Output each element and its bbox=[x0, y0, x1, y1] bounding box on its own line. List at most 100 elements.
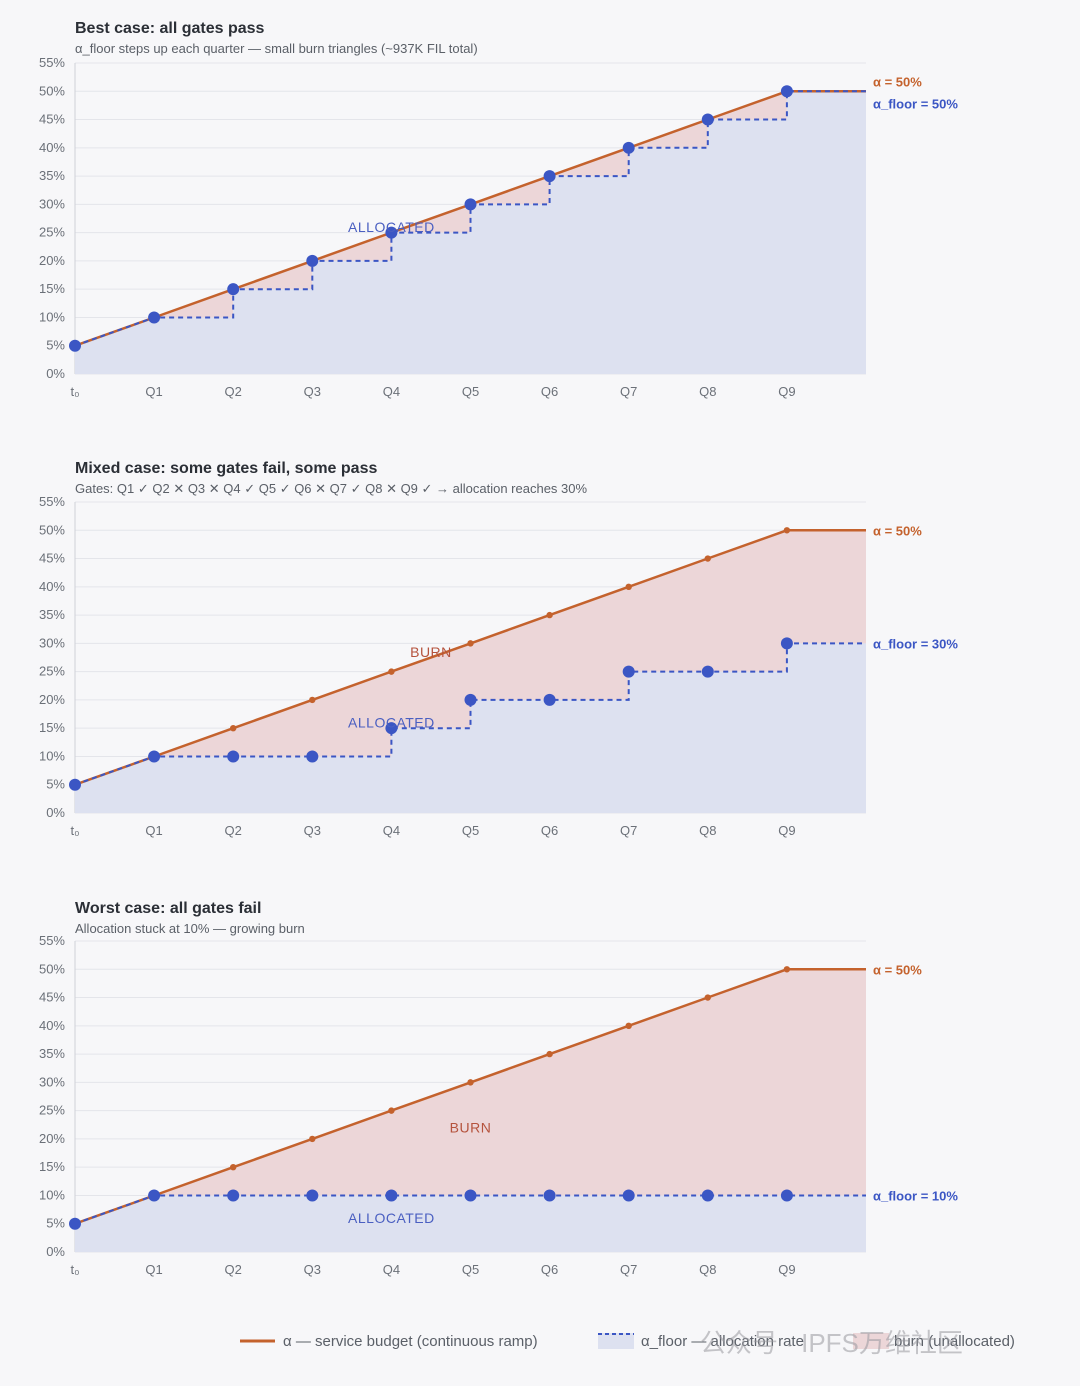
alpha-point bbox=[783, 527, 791, 534]
floor-point bbox=[385, 722, 398, 735]
x-tick-label: Q3 bbox=[304, 823, 321, 838]
y-tick-label: 20% bbox=[39, 1131, 65, 1146]
floor-point bbox=[385, 1189, 398, 1202]
alpha-end-label: α = 50% bbox=[873, 74, 922, 89]
legend-floor-fill-swatch bbox=[598, 1333, 634, 1349]
y-tick-label: 20% bbox=[39, 692, 65, 707]
alpha-end-label: α = 50% bbox=[873, 523, 922, 538]
burn-label: BURN bbox=[410, 644, 452, 660]
x-tick-label: Q1 bbox=[145, 823, 162, 838]
burn-area bbox=[75, 969, 866, 1224]
alpha-point bbox=[309, 696, 316, 704]
y-tick-label: 5% bbox=[46, 777, 65, 792]
floor-point bbox=[622, 1189, 635, 1202]
y-tick-label: 25% bbox=[39, 1103, 65, 1118]
chart-panel-1: Best case: all gates pass α_floor steps u… bbox=[39, 20, 958, 399]
chart-subtitle: Gates: Q1 ✓ Q2 ✕ Q3 ✕ Q4 ✓ Q5 ✓ Q6 ✕ Q7 … bbox=[75, 481, 588, 496]
chart-title: Mixed case: some gates fail, some pass bbox=[75, 460, 377, 477]
y-tick-label: 25% bbox=[39, 225, 65, 240]
y-tick-label: 10% bbox=[39, 1187, 65, 1202]
floor-point bbox=[306, 1189, 319, 1202]
burn-label: BURN bbox=[450, 1120, 492, 1136]
x-tick-label: Q4 bbox=[383, 823, 400, 838]
y-tick-label: 50% bbox=[39, 83, 65, 98]
alpha-point bbox=[546, 611, 553, 619]
x-tick-label: Q5 bbox=[462, 1262, 479, 1277]
alpha-point bbox=[625, 1022, 632, 1030]
alpha-point bbox=[467, 640, 474, 647]
y-tick-label: 50% bbox=[39, 961, 65, 976]
alpha-point bbox=[625, 583, 632, 591]
floor-point bbox=[148, 1189, 161, 1202]
floor-point bbox=[464, 693, 477, 706]
y-tick-label: 10% bbox=[39, 309, 65, 324]
floor-point bbox=[464, 1189, 477, 1202]
x-tick-label: Q8 bbox=[699, 1262, 716, 1277]
y-tick-label: 40% bbox=[39, 1018, 65, 1033]
x-tick-label: t₀ bbox=[70, 1262, 79, 1277]
alpha-point bbox=[388, 668, 395, 675]
floor-point bbox=[227, 750, 240, 763]
y-tick-label: 55% bbox=[39, 933, 65, 948]
x-tick-label: Q8 bbox=[699, 384, 716, 399]
x-tick-label: Q5 bbox=[462, 384, 479, 399]
floor-point bbox=[148, 311, 161, 324]
chart-subtitle: α_floor steps up each quarter — small bu… bbox=[75, 41, 478, 56]
x-tick-label: Q9 bbox=[778, 1262, 795, 1277]
allocated-label: ALLOCATED bbox=[348, 715, 435, 731]
floor-line bbox=[74, 642, 866, 786]
floor-point bbox=[227, 1189, 240, 1202]
chart-title: Best case: all gates pass bbox=[75, 20, 265, 37]
floor-point bbox=[701, 665, 714, 678]
y-tick-label: 15% bbox=[39, 720, 65, 735]
chart-panel-3: Worst case: all gates fail Allocation stu… bbox=[39, 900, 958, 1277]
y-tick-label: 55% bbox=[39, 494, 65, 509]
y-tick-label: 40% bbox=[39, 579, 65, 594]
alpha-point bbox=[467, 1079, 474, 1086]
floor-point bbox=[306, 750, 319, 763]
floor-point bbox=[780, 1189, 793, 1202]
y-tick-label: 10% bbox=[39, 748, 65, 763]
allocated-area bbox=[75, 643, 866, 813]
chart-panel-2: Mixed case: some gates fail, some pass Ga… bbox=[39, 460, 958, 838]
x-tick-label: Q8 bbox=[699, 823, 716, 838]
alpha-end-label: α = 50% bbox=[873, 962, 922, 977]
floor-point bbox=[148, 750, 161, 763]
alpha-point bbox=[388, 1107, 395, 1114]
x-tick-label: Q1 bbox=[145, 384, 162, 399]
x-tick-label: Q6 bbox=[541, 1262, 558, 1277]
allocated-area bbox=[75, 1195, 866, 1252]
x-tick-label: Q7 bbox=[620, 1262, 637, 1277]
y-tick-label: 20% bbox=[39, 253, 65, 268]
legend-alpha-label: α — service budget (continuous ramp) bbox=[283, 1333, 538, 1350]
floor-point bbox=[543, 1189, 556, 1202]
x-tick-label: Q5 bbox=[462, 823, 479, 838]
alpha-point bbox=[704, 994, 711, 1001]
x-tick-label: Q3 bbox=[304, 384, 321, 399]
x-tick-label: Q4 bbox=[383, 1262, 400, 1277]
legend-burn-label: burn (unallocated) bbox=[894, 1333, 1015, 1350]
alpha-point bbox=[309, 1135, 316, 1143]
y-tick-label: 45% bbox=[39, 990, 65, 1005]
y-tick-label: 15% bbox=[39, 1159, 65, 1174]
x-tick-label: Q6 bbox=[541, 823, 558, 838]
floor-point bbox=[69, 1217, 81, 1230]
floor-end-label: α_floor = 30% bbox=[873, 636, 958, 651]
floor-point bbox=[227, 283, 240, 296]
y-tick-label: 45% bbox=[39, 112, 65, 127]
x-tick-label: Q2 bbox=[225, 823, 242, 838]
floor-point bbox=[464, 198, 477, 211]
chart-title: Worst case: all gates fail bbox=[75, 900, 261, 917]
x-tick-label: t₀ bbox=[70, 384, 79, 399]
y-tick-label: 35% bbox=[39, 1046, 65, 1061]
floor-point bbox=[622, 665, 635, 678]
y-tick-label: 0% bbox=[46, 1244, 65, 1259]
allocated-label: ALLOCATED bbox=[348, 1210, 435, 1226]
allocated-label: ALLOCATED bbox=[348, 219, 435, 235]
y-tick-label: 5% bbox=[46, 338, 65, 353]
floor-point bbox=[69, 339, 81, 352]
y-tick-label: 25% bbox=[39, 664, 65, 679]
y-tick-label: 35% bbox=[39, 607, 65, 622]
floor-point bbox=[701, 113, 714, 126]
